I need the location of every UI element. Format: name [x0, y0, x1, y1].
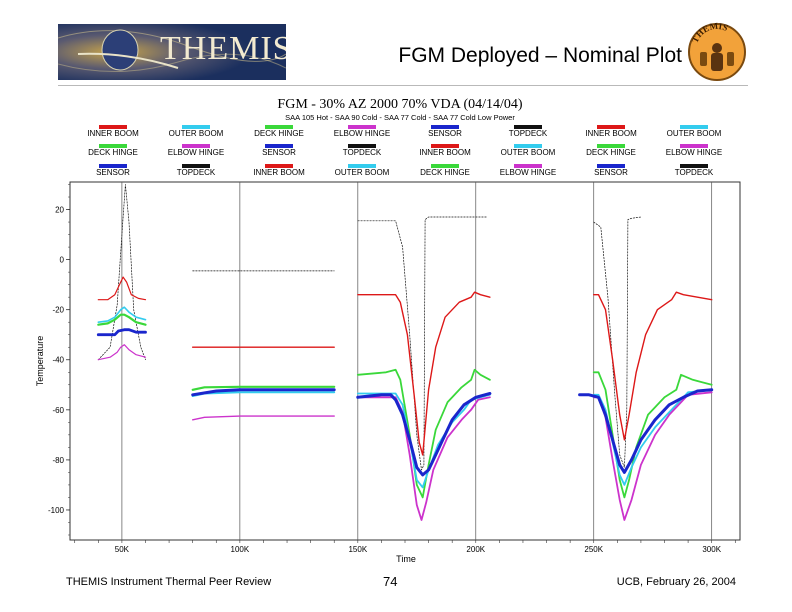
legend-label: OUTER BOOM	[501, 148, 556, 157]
legend-label: SENSOR	[96, 168, 130, 177]
legend-swatch	[680, 125, 708, 129]
legend-swatch	[265, 164, 293, 168]
legend-label: DECK HINGE	[420, 168, 470, 177]
legend-label: ELBOW HINGE	[500, 168, 556, 177]
legend-label: DECK HINGE	[254, 129, 304, 138]
series-line-deck-hinge	[356, 368, 491, 499]
legend-label: DECK HINGE	[88, 148, 138, 157]
temperature-chart: FGM - 30% AZ 2000 70% VDA (04/14/04)SAA …	[35, 97, 741, 564]
legend-swatch	[265, 144, 293, 148]
y-tick-label: -80	[52, 456, 64, 465]
x-tick-label: 100K	[231, 545, 250, 554]
legend-swatch	[265, 125, 293, 129]
legend-swatch	[514, 144, 542, 148]
legend-swatch	[348, 164, 376, 168]
legend-swatch	[514, 125, 542, 129]
legend-label: INNER BOOM	[87, 129, 139, 138]
legend-swatch	[597, 164, 625, 168]
legend-swatch	[99, 125, 127, 129]
series-line-outer-boom	[356, 392, 491, 489]
y-tick-label: 20	[55, 206, 64, 215]
legend-label: OUTER BOOM	[335, 168, 390, 177]
chart-title: FGM - 30% AZ 2000 70% VDA (04/14/04)	[277, 97, 522, 112]
x-tick-label: 50K	[115, 545, 130, 554]
legend-label: ELBOW HINGE	[168, 148, 224, 157]
legend-label: DECK HINGE	[586, 148, 636, 157]
series-line-topdeck	[593, 216, 642, 468]
legend-swatch	[348, 125, 376, 129]
legend-label: SENSOR	[262, 148, 296, 157]
legend-label: SENSOR	[594, 168, 628, 177]
series-line-outer-boom	[592, 388, 713, 486]
themis-logo-art	[58, 24, 286, 80]
series-line-elbow-hinge	[97, 344, 147, 361]
y-tick-label: -40	[52, 356, 64, 365]
series-line-elbow-hinge	[191, 415, 335, 421]
page-number: 74	[383, 574, 398, 589]
legend-swatch	[597, 144, 625, 148]
legend-label: TOPDECK	[177, 168, 216, 177]
y-axis-label: Temperature	[35, 336, 45, 387]
legend-label: INNER BOOM	[253, 168, 305, 177]
series-line-deck-hinge	[191, 385, 336, 391]
legend-swatch	[348, 144, 376, 148]
x-axis-label: Time	[396, 554, 416, 564]
y-tick-label: -100	[48, 506, 65, 515]
legend-swatch	[431, 164, 459, 168]
legend-swatch	[182, 164, 210, 168]
legend-swatch	[597, 125, 625, 129]
series-line-inner-boom	[97, 276, 147, 301]
slide-title: FGM Deployed – Nominal Plot	[398, 44, 682, 67]
themis-logo: THEMIS	[58, 24, 286, 80]
y-tick-label: -20	[52, 306, 64, 315]
legend-swatch	[431, 125, 459, 129]
legend-label: SENSOR	[428, 129, 462, 138]
legend-label: ELBOW HINGE	[334, 129, 390, 138]
x-tick-label: 150K	[348, 545, 367, 554]
series-line-topdeck	[97, 184, 146, 361]
header-divider	[58, 85, 748, 86]
x-tick-label: 200K	[466, 545, 485, 554]
legend-label: TOPDECK	[343, 148, 382, 157]
legend-label: INNER BOOM	[585, 129, 637, 138]
legend-label: INNER BOOM	[419, 148, 471, 157]
footer-date: UCB, February 26, 2004	[616, 576, 736, 588]
themis-badge: THEMIS	[686, 21, 748, 82]
legend-swatch	[182, 125, 210, 129]
legend-swatch	[99, 144, 127, 148]
legend-swatch	[680, 144, 708, 148]
legend-swatch	[182, 144, 210, 148]
x-tick-label: 250K	[584, 545, 603, 554]
series-line-inner-boom	[357, 291, 491, 456]
themis-badge-icon: THEMIS	[688, 21, 746, 81]
chart-subtitle: SAA 105 Hot - SAA 90 Cold - SAA 77 Cold …	[285, 113, 515, 122]
series-line-sensor	[356, 392, 492, 477]
series-line-topdeck	[357, 216, 488, 471]
legend-swatch	[514, 164, 542, 168]
series-line-sensor	[96, 328, 147, 337]
y-tick-label: -60	[52, 406, 64, 415]
series-line-sensor	[578, 388, 714, 474]
footer-left: THEMIS Instrument Thermal Peer Review	[66, 576, 272, 588]
legend-label: TOPDECK	[675, 168, 714, 177]
series-line-outer-boom	[97, 306, 147, 323]
y-tick-label: 0	[60, 256, 65, 265]
legend-label: OUTER BOOM	[667, 129, 722, 138]
legend-label: ELBOW HINGE	[666, 148, 722, 157]
legend-swatch	[99, 164, 127, 168]
legend-label: TOPDECK	[509, 129, 548, 138]
x-tick-label: 300K	[702, 545, 721, 554]
series-line-inner-boom	[593, 291, 713, 441]
legend-swatch	[431, 144, 459, 148]
series-line-deck-hinge	[97, 313, 147, 326]
legend-label: OUTER BOOM	[169, 129, 224, 138]
legend-swatch	[680, 164, 708, 168]
series-line-sensor	[191, 388, 336, 397]
logo-wordmark: THEMIS	[160, 30, 286, 67]
